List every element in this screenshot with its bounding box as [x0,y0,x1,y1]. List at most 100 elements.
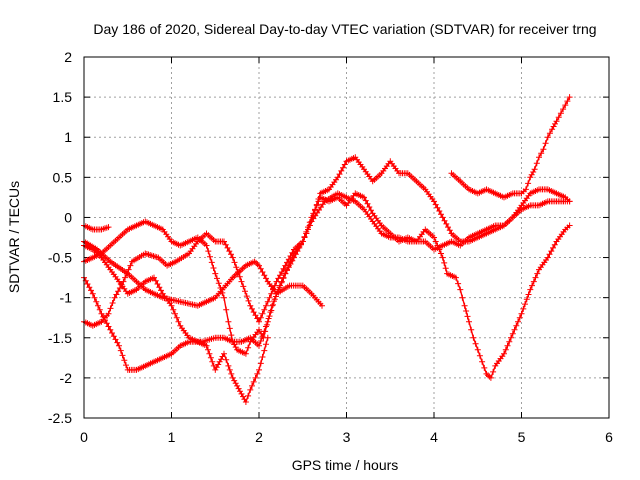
series-line [83,156,571,327]
data-point [92,256,94,259]
data-point [441,216,444,219]
data-point [520,312,523,315]
data-point [214,337,217,339]
data-point [188,341,190,343]
data-point [267,300,269,303]
data-point [240,341,243,343]
y-tick-label: 2 [64,49,72,65]
data-point [468,236,470,239]
data-point [380,172,383,175]
data-point [459,180,462,183]
y-tick-labels: -2.5 -2 -1.5 -1 -0.5 0 0.5 1 1.5 2 [48,49,72,426]
data-point [107,312,110,315]
data-point [525,188,527,191]
y-tick-label: 1.5 [53,89,73,105]
data-point [354,192,357,195]
series-line [451,96,571,199]
data-point [288,284,291,287]
data-point [494,192,497,195]
x-tick-label: 5 [518,429,526,445]
data-point [363,196,365,199]
data-point [267,280,269,283]
data-point [197,341,199,343]
data-point [100,312,103,315]
data-point [100,252,103,255]
data-point [424,188,427,191]
data-point [512,192,514,195]
data-point [398,240,400,243]
data-point [328,200,330,203]
data-point [170,353,173,355]
data-point [564,228,567,231]
data-point [363,168,365,171]
data-point [118,345,120,347]
data-point [127,369,129,371]
series-s4 [81,154,573,329]
data-point [459,288,462,291]
data-point [477,192,479,195]
data-point [568,224,571,227]
data-point [415,180,418,183]
data-point [319,196,322,199]
data-point [468,320,470,323]
data-point [472,337,475,339]
data-point [223,296,225,299]
data-point [232,256,234,259]
data-point [319,192,322,195]
data-point [240,280,243,283]
data-point [127,228,129,231]
data-point [227,320,230,323]
data-point [240,393,243,395]
data-point [371,212,374,215]
data-point [258,329,260,331]
data-point [520,192,523,195]
data-point [205,232,208,235]
data-point [450,172,453,175]
data-point [389,160,392,163]
data-point [236,349,238,351]
data-point [389,236,392,239]
series-line [83,192,571,379]
data-point [197,240,199,243]
data-point [547,188,549,191]
data-point [468,188,470,191]
data-point [424,240,427,243]
data-point [245,401,247,403]
data-point [529,192,532,195]
data-point [214,240,217,243]
data-point [564,196,567,199]
y-tick-label: 0.5 [53,169,73,185]
data-point [337,196,339,199]
data-point [503,224,505,227]
data-point [538,156,540,159]
series-markers [448,94,573,201]
x-tick-labels: 0 1 2 3 4 5 6 [80,429,613,445]
data-point [249,341,252,343]
x-tick-label: 2 [255,429,263,445]
data-point [162,357,164,359]
y-tick-label: -1.5 [48,330,72,346]
data-point [197,304,199,307]
data-point [389,232,392,235]
data-point [236,385,238,387]
data-point [153,276,155,279]
data-point [564,200,567,203]
data-point [258,369,260,371]
data-point [284,264,287,267]
data-point [533,168,536,171]
data-point [503,353,505,355]
y-tick-label: 0 [64,209,72,225]
data-point [245,264,247,267]
y-tick-label: -0.5 [48,250,72,266]
data-point [547,256,549,259]
data-point [223,240,225,243]
data-point [463,304,466,307]
data-point [477,236,479,239]
data-point [162,292,164,295]
data-point [179,324,182,327]
data-point [170,304,173,307]
data-point [205,244,208,247]
data-point [538,268,540,271]
data-point [253,260,256,263]
data-point [520,208,523,211]
